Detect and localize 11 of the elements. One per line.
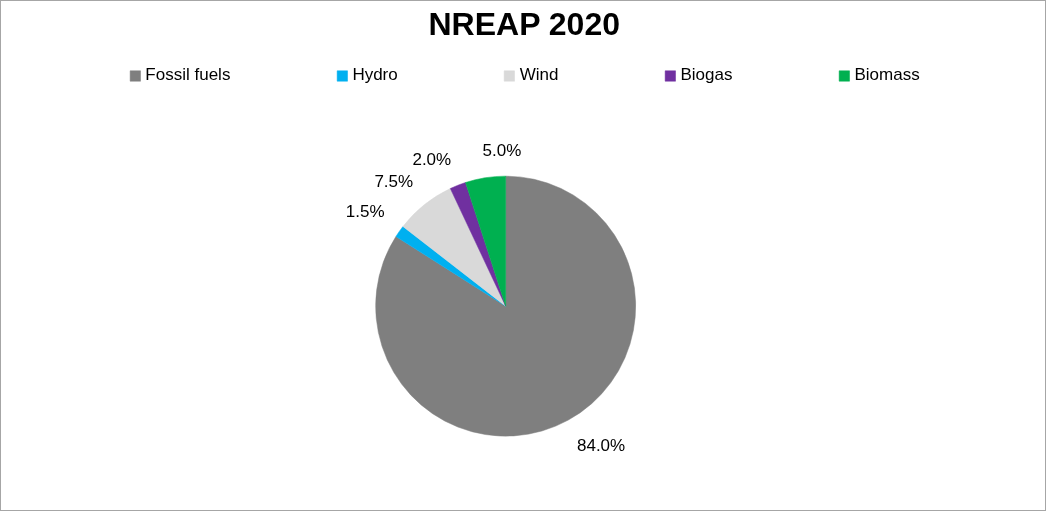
- data-label: 5.0%: [482, 140, 522, 160]
- data-label: 7.5%: [374, 171, 414, 191]
- legend-label: Biogas: [680, 65, 733, 85]
- data-label: 84.0%: [576, 435, 626, 455]
- legend-label: Biomass: [854, 65, 920, 85]
- legend-label: Fossil fuels: [145, 65, 231, 85]
- data-label: 1.5%: [345, 202, 385, 222]
- chart-title: NREAP 2020: [428, 5, 620, 42]
- legend-label: Hydro: [352, 65, 398, 85]
- legend-label: Wind: [519, 65, 559, 85]
- data-label: 2.0%: [412, 149, 452, 169]
